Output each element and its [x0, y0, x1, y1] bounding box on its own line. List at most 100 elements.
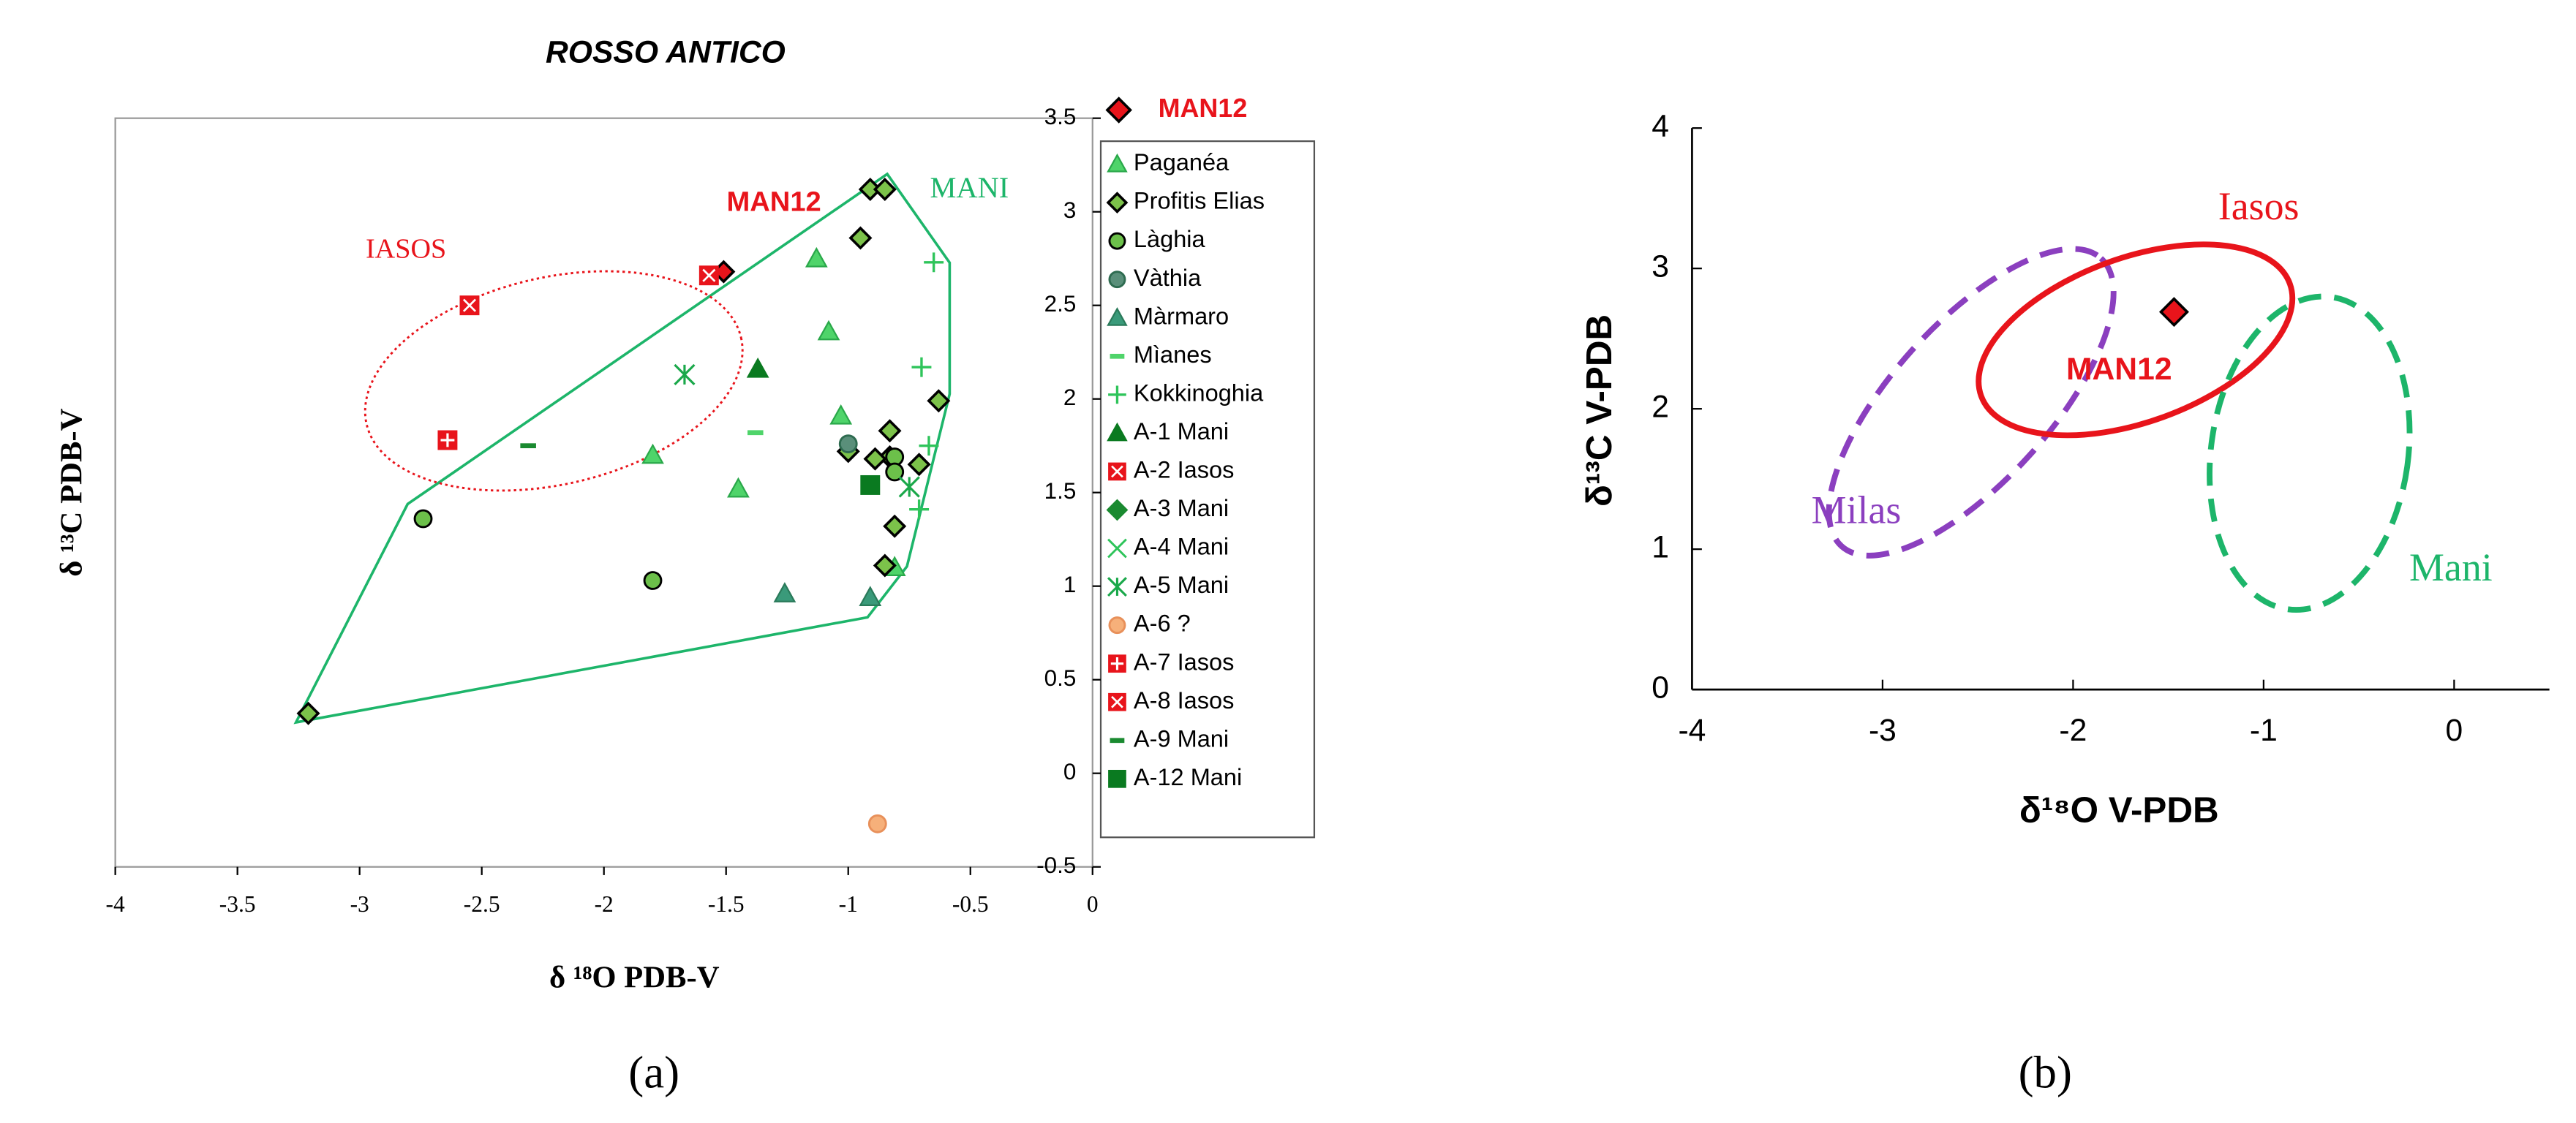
- legend-marker: [1108, 616, 1126, 635]
- legend-label: A-12 Mani: [1134, 764, 1242, 790]
- marker-shape: [440, 433, 455, 447]
- data-point: [746, 357, 769, 378]
- marker-shape: [2158, 297, 2189, 328]
- x-tick-label: -3: [1869, 713, 1897, 748]
- y-tick-label: -0.5: [1036, 852, 1076, 878]
- marker-shape: [641, 443, 664, 464]
- data-point: [829, 404, 853, 425]
- marker-shape: [727, 477, 750, 498]
- legend-label: A-6 ?: [1134, 610, 1191, 637]
- x-tick-label: -0.5: [952, 891, 989, 917]
- data-point: [747, 430, 764, 436]
- annotation: MANI: [930, 171, 1009, 204]
- marker-shape: [1107, 422, 1128, 442]
- marker-shape: [462, 298, 477, 312]
- y-axis-label: δ¹³C V-PDB: [1579, 314, 1619, 507]
- marker-shape: [1108, 385, 1126, 404]
- marker-shape: [747, 430, 764, 436]
- x-tick-label: -4: [106, 891, 125, 917]
- marker-shape: [911, 357, 932, 377]
- legend-label: MAN12: [1159, 93, 1248, 123]
- x-tick-label: 0: [2446, 713, 2463, 748]
- legend-label: Paganéa: [1134, 149, 1229, 175]
- marker-shape: [1111, 695, 1123, 708]
- y-tick-label: 2: [1063, 385, 1076, 410]
- marker-shape: [1110, 353, 1125, 359]
- data-point: [520, 443, 536, 449]
- data-point: [883, 514, 907, 538]
- annotation: IASOS: [366, 233, 446, 264]
- legend-marker: [1108, 232, 1126, 250]
- legend-marker: [1108, 654, 1126, 673]
- y-tick-label: 1: [1063, 572, 1076, 597]
- mani-field: [2207, 293, 2413, 613]
- marker-shape: [1107, 153, 1128, 173]
- data-point: [919, 436, 939, 456]
- marker-shape: [817, 319, 840, 341]
- marker-shape: [863, 447, 887, 471]
- y-axis-label: δ ¹³C PDB-V: [54, 408, 88, 576]
- legend-marker: [1107, 577, 1127, 597]
- legend-label: A-1 Mani: [1134, 418, 1229, 445]
- legend-marker: [1110, 353, 1125, 359]
- legend-label: A-9 Mani: [1134, 725, 1229, 752]
- x-tick-label: -1: [839, 891, 858, 917]
- legend-label: Màrmaro: [1134, 303, 1229, 329]
- marker-shape: [413, 509, 433, 529]
- data-point: [863, 447, 887, 471]
- marker-shape: [674, 363, 696, 385]
- annotation: Iasos: [2218, 184, 2300, 228]
- legend-marker: [1107, 422, 1128, 442]
- y-tick-label: 3: [1063, 197, 1076, 223]
- x-tick-label: -4: [1678, 713, 1706, 748]
- data-point: [885, 462, 905, 482]
- legend-label: A-8 Iasos: [1134, 687, 1234, 714]
- marker-shape: [848, 226, 873, 250]
- legend-label: A-4 Mani: [1134, 534, 1229, 560]
- data-point: [727, 477, 750, 498]
- marker-shape: [873, 553, 897, 578]
- marker-shape: [829, 404, 853, 425]
- legend-label: A-2 Iasos: [1134, 457, 1234, 483]
- marker-shape: [838, 434, 858, 454]
- legend-box: [1099, 140, 1316, 839]
- marker-shape: [885, 462, 905, 482]
- mani-field: [293, 172, 952, 725]
- marker-shape: [1106, 192, 1129, 214]
- marker-shape: [746, 357, 769, 378]
- data-point: [805, 246, 828, 268]
- data-point: [773, 582, 796, 602]
- marker-shape: [924, 252, 944, 273]
- data-point: [296, 701, 320, 725]
- data-point: [674, 363, 696, 385]
- marker-shape: [296, 701, 320, 725]
- panel-label: (b): [2019, 1047, 2072, 1098]
- y-tick-label: 2: [1652, 389, 1669, 424]
- x-axis-label: δ¹⁸O V-PDB: [2019, 790, 2219, 831]
- iasos-field: [1976, 241, 2296, 439]
- annotation: Mani: [2409, 545, 2493, 589]
- marker-shape: [907, 453, 931, 477]
- legend-marker: [1106, 499, 1129, 521]
- marker-shape: [1108, 769, 1126, 788]
- x-tick-label: -2.5: [464, 891, 500, 917]
- iasos-field: [364, 270, 744, 492]
- marker-shape: [805, 246, 828, 268]
- data-point: [924, 252, 944, 273]
- marker-shape: [1105, 97, 1132, 124]
- marker-shape: [1110, 657, 1124, 670]
- data-point: [641, 443, 664, 464]
- y-tick-label: 1.5: [1044, 478, 1077, 504]
- marker-shape: [1108, 616, 1126, 635]
- marker-shape: [873, 177, 897, 201]
- marker-shape: [643, 571, 663, 590]
- y-tick-label: 2.5: [1044, 291, 1077, 317]
- marker-shape: [909, 499, 930, 520]
- data-point: [898, 476, 920, 498]
- legend-marker: [1108, 385, 1126, 404]
- data-point: [698, 265, 719, 286]
- marker-shape: [860, 474, 881, 495]
- marker-shape: [859, 586, 882, 606]
